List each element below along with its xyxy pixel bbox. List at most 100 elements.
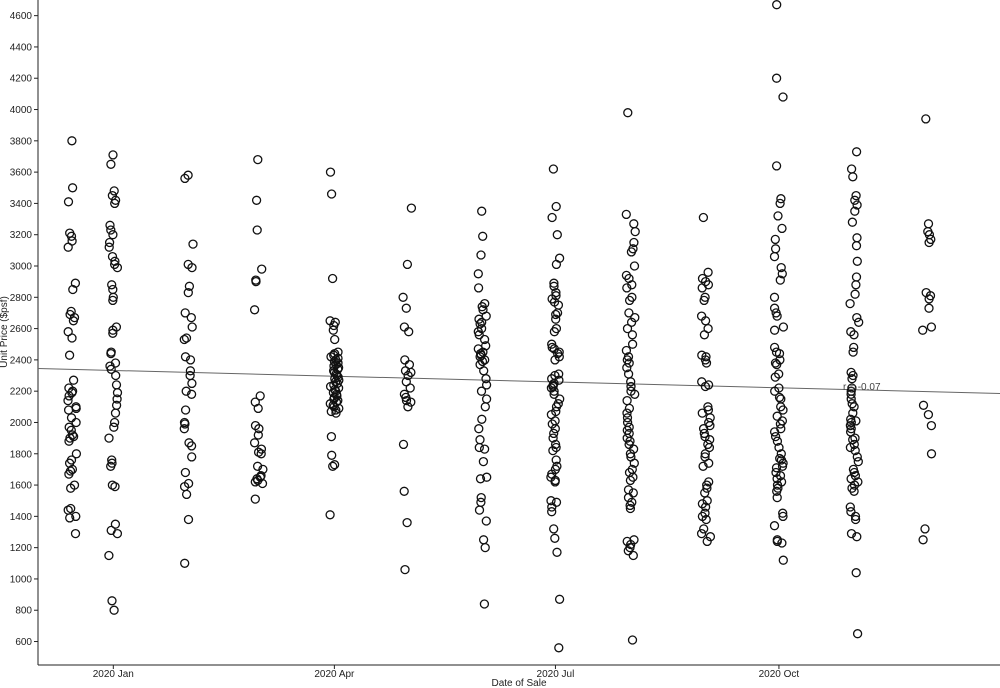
data-point	[702, 483, 712, 493]
data-point	[627, 330, 638, 340]
y-tick-label: 600	[15, 637, 32, 648]
data-point	[846, 424, 856, 434]
y-tick-label: 1000	[10, 574, 33, 585]
data-point	[547, 342, 557, 353]
data-point	[851, 280, 861, 290]
data-point	[332, 391, 342, 401]
data-point	[769, 325, 780, 335]
x-axis-title: Date of Sale	[491, 678, 546, 688]
data-point	[703, 402, 713, 412]
data-point	[626, 377, 636, 387]
x-tick-label: 2020 Oct	[759, 669, 800, 680]
data-point	[626, 247, 637, 257]
data-point	[624, 295, 635, 306]
data-point	[778, 322, 789, 332]
data-point	[629, 237, 639, 248]
x-tick-label: 2020 Jul	[537, 669, 575, 680]
data-point	[108, 292, 118, 302]
data-point	[701, 358, 712, 368]
data-point	[70, 278, 81, 288]
data-point	[705, 532, 716, 542]
data-point	[71, 449, 82, 459]
data-point	[547, 339, 557, 349]
data-point	[552, 308, 563, 318]
data-point	[477, 414, 487, 424]
data-point	[698, 212, 709, 223]
data-point	[918, 325, 928, 335]
data-point	[622, 433, 632, 443]
data-point	[774, 442, 784, 453]
data-point	[106, 348, 116, 359]
data-point	[106, 364, 116, 374]
data-point	[622, 283, 632, 293]
data-point	[846, 507, 856, 517]
data-point	[704, 442, 715, 453]
data-point	[774, 348, 785, 359]
data-point	[479, 366, 489, 376]
data-point	[550, 533, 560, 543]
data-point	[849, 330, 859, 340]
data-point	[180, 405, 191, 415]
data-point	[629, 535, 639, 545]
x-axis: 2020 Jan 2020 Apr 2020 Jul 2020 Oct	[38, 664, 1000, 680]
data-point	[926, 420, 937, 431]
data-point	[328, 325, 338, 335]
data-point	[475, 474, 486, 484]
data-point	[480, 355, 490, 365]
data-point	[106, 225, 116, 235]
data-point	[180, 558, 190, 568]
y-tick-label: 800	[15, 606, 32, 617]
data-point	[629, 219, 639, 229]
data-point	[774, 392, 785, 403]
data-point	[845, 502, 855, 512]
data-point	[769, 303, 780, 313]
data-point	[770, 386, 780, 396]
data-point	[183, 514, 194, 525]
data-point	[849, 480, 860, 490]
data-point	[481, 516, 491, 526]
data-point	[621, 209, 631, 220]
data-point	[476, 250, 486, 260]
data-point	[63, 242, 73, 252]
data-point	[551, 402, 562, 412]
data-point	[187, 262, 197, 273]
data-point	[624, 308, 634, 318]
data-point	[402, 259, 413, 270]
data-point	[773, 211, 783, 221]
data-point	[179, 334, 189, 345]
data-point	[772, 436, 783, 446]
y-tick-label: 4000	[10, 105, 33, 116]
data-point	[853, 456, 863, 467]
data-point	[700, 449, 710, 459]
data-point	[847, 374, 857, 384]
data-point	[473, 269, 483, 279]
data-point	[547, 507, 557, 517]
y-tick-label: 2800	[10, 293, 33, 304]
data-point	[554, 347, 564, 357]
data-point	[406, 203, 417, 213]
y-tick-label: 3600	[10, 168, 33, 179]
data-point	[549, 389, 559, 399]
data-point	[769, 342, 780, 353]
data-point	[850, 511, 861, 522]
data-point	[325, 167, 336, 177]
data-point	[772, 486, 782, 496]
data-point	[111, 370, 121, 381]
data-point	[251, 276, 261, 287]
x-tick-label: 2020 Jan	[93, 669, 134, 680]
data-point	[852, 452, 862, 462]
data-point	[770, 358, 781, 368]
y-tick-label: 1800	[10, 449, 33, 460]
data-point	[185, 366, 196, 376]
data-point	[253, 154, 263, 165]
data-point	[624, 358, 634, 368]
data-point	[327, 273, 338, 284]
data-point	[482, 472, 492, 482]
data-point	[403, 370, 413, 381]
data-point	[918, 400, 929, 410]
data-point	[628, 550, 638, 561]
data-point	[850, 514, 861, 525]
data-point	[552, 547, 562, 557]
data-point	[68, 375, 79, 385]
data-point	[778, 405, 788, 415]
